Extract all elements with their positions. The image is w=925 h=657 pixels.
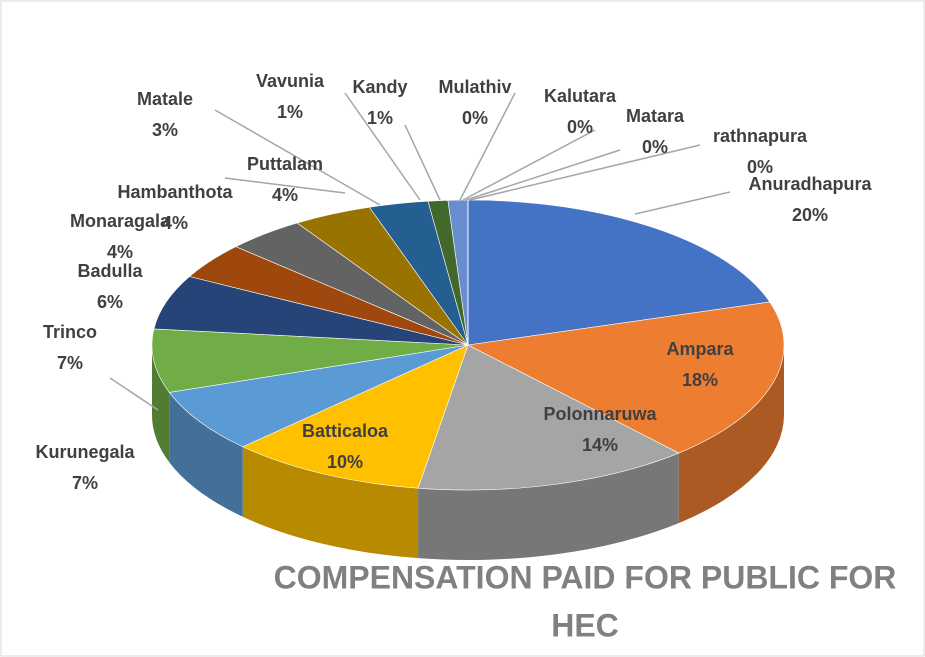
pie-slice bbox=[242, 344, 469, 489]
leader-line bbox=[465, 149, 621, 201]
data-label-name: Puttalam bbox=[247, 154, 323, 174]
chart-title: COMPENSATION PAID FOR PUBLIC FOR bbox=[274, 559, 897, 595]
data-label-name: Mulathiv bbox=[438, 77, 511, 97]
data-label-value: 7% bbox=[72, 473, 98, 493]
data-label-name: Hambanthota bbox=[117, 182, 233, 202]
pie-side bbox=[242, 446, 419, 559]
data-label-value: 0% bbox=[462, 108, 488, 128]
data-label-value: 0% bbox=[567, 117, 593, 137]
data-label-value: 4% bbox=[107, 242, 133, 262]
pie-side bbox=[418, 453, 679, 561]
data-label-name: Kandy bbox=[352, 77, 407, 97]
data-label-name: Polonnaruwa bbox=[543, 404, 657, 424]
leader-line bbox=[224, 177, 346, 194]
leader-line bbox=[214, 109, 381, 206]
data-label-name: Ampara bbox=[666, 339, 734, 359]
pie bbox=[109, 92, 785, 561]
data-label-value: 3% bbox=[152, 120, 178, 140]
chart-title: HEC bbox=[551, 607, 619, 643]
leader-line bbox=[469, 144, 701, 201]
data-label-value: 4% bbox=[272, 185, 298, 205]
data-label-name: rathnapura bbox=[713, 126, 808, 146]
pie-slice bbox=[467, 199, 771, 346]
data-label-name: Monaragala bbox=[70, 211, 171, 231]
leader-line bbox=[344, 92, 421, 201]
data-label-name: Kurunegala bbox=[35, 442, 135, 462]
leader-line bbox=[404, 124, 441, 201]
data-label-name: Matale bbox=[137, 89, 193, 109]
pie-side bbox=[169, 392, 243, 517]
leader-line bbox=[459, 92, 516, 201]
pie-slice bbox=[168, 344, 469, 448]
leader-line bbox=[109, 377, 159, 411]
pie-slice bbox=[153, 276, 469, 346]
data-label-value: 18% bbox=[682, 370, 718, 390]
data-label-value: 14% bbox=[582, 435, 618, 455]
data-label-value: 0% bbox=[747, 157, 773, 177]
data-label-name: Vavunia bbox=[256, 71, 325, 91]
data-label-value: 4% bbox=[162, 213, 188, 233]
leader-line bbox=[634, 191, 731, 215]
data-label-value: 10% bbox=[327, 452, 363, 472]
data-label-value: 1% bbox=[277, 102, 303, 122]
pie-slice bbox=[151, 328, 469, 393]
data-label-value: 0% bbox=[642, 137, 668, 157]
data-label-value: 20% bbox=[792, 205, 828, 225]
pie-side bbox=[678, 345, 785, 524]
data-label-name: Anuradhapura bbox=[748, 174, 872, 194]
data-label-value: 7% bbox=[57, 353, 83, 373]
pie-slice bbox=[417, 344, 680, 491]
data-label-name: Matara bbox=[626, 106, 685, 126]
pie-slice bbox=[467, 301, 785, 454]
data-label-value: 6% bbox=[97, 292, 123, 312]
data-label-value: 1% bbox=[367, 108, 393, 128]
leader-line bbox=[462, 129, 596, 201]
pie-side bbox=[152, 345, 170, 463]
data-label-name: Batticaloa bbox=[302, 421, 389, 441]
data-label-name: Badulla bbox=[77, 261, 143, 281]
data-label-name: Kalutara bbox=[544, 86, 617, 106]
data-label-name: Trinco bbox=[43, 322, 97, 342]
